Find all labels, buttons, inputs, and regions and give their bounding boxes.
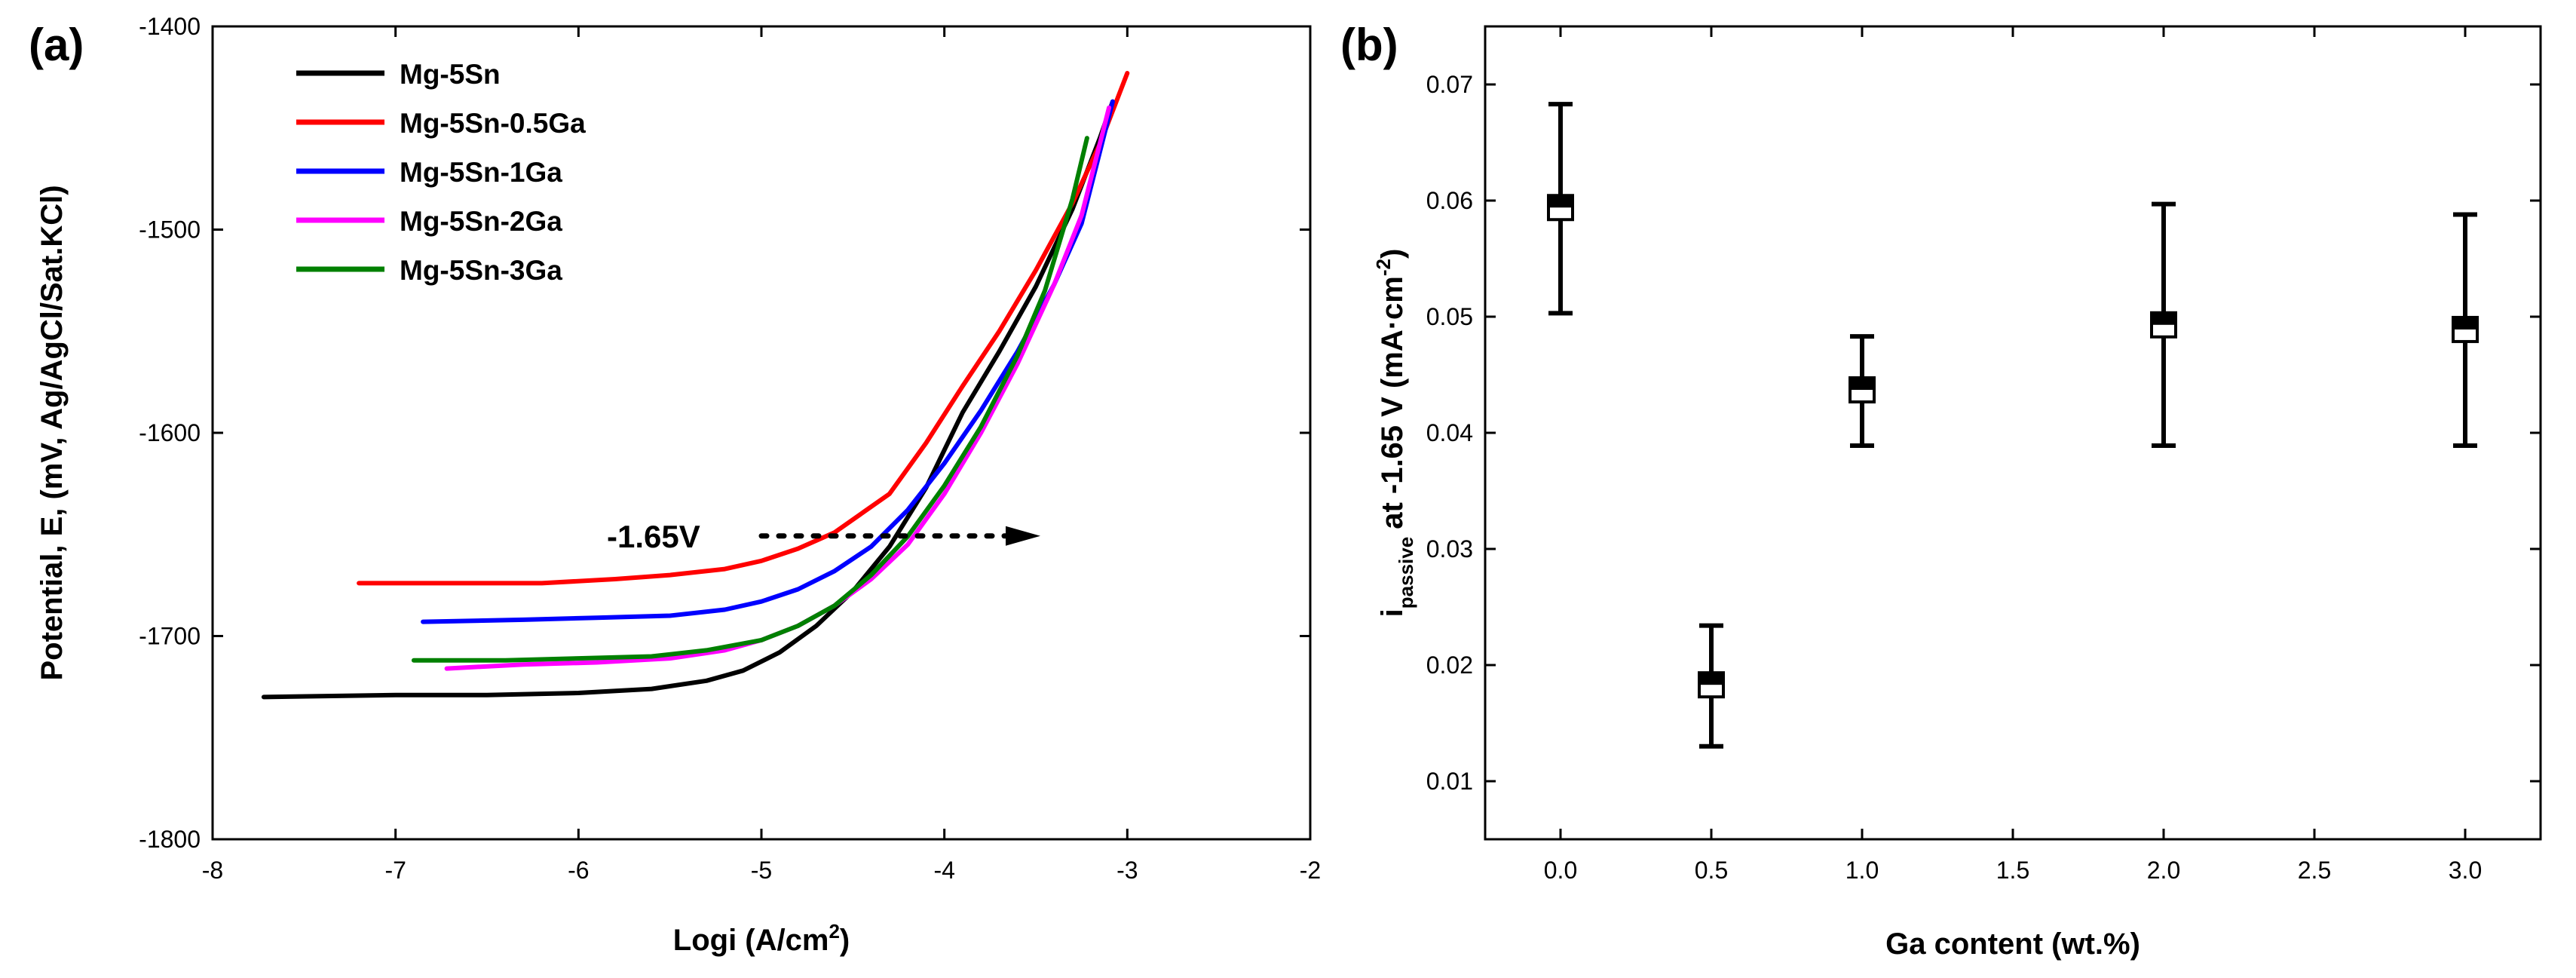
y-axis-title-b: ipassiveat -1.65 V (mA·cm-2) <box>1372 249 1417 618</box>
y-axis-title-a: Potential, E, (mV, Ag/AgCl/Sat.KCl) <box>35 185 69 680</box>
x-tick-label-b: 0.5 <box>1695 857 1728 884</box>
data-point-0 <box>1547 102 1574 316</box>
x-tick-label-a: -7 <box>384 857 406 884</box>
x-axis-title-a: Logi (A/cm2) <box>673 920 850 957</box>
x-tick-label-b: 1.0 <box>1845 857 1879 884</box>
panel-label-a: (a) <box>29 20 84 70</box>
x-tick-label-a: -2 <box>1300 857 1321 884</box>
chart-b: (b) 0.0 0.5 1.0 1.5 2.0 2.5 3.0 0.010.020.030.… <box>1340 20 2542 961</box>
legend-label-mg-5sn-3ga: Mg-5Sn-3Ga <box>400 255 562 286</box>
legend-label-mg-5sn-2ga: Mg-5Sn-2Ga <box>400 206 562 237</box>
marker-fill <box>1548 195 1573 208</box>
x-axis-b: 0.0 0.5 1.0 1.5 2.0 2.5 3.0 <box>1544 26 2482 884</box>
plot-area-b <box>1484 25 2542 841</box>
marker-fill <box>2453 317 2477 330</box>
y-axis-b: 0.01 0.02 0.03 0.04 0.05 0.06 0.07 <box>1426 71 2541 795</box>
y-tick-label-b: 0.05 <box>1426 303 1473 330</box>
x-tick-label-b: 2.0 <box>2147 857 2180 884</box>
series-line-mg-5sn-1ga <box>421 99 1115 624</box>
x-axis-a: -8 -7 -6 -5 -4 -3 -2 <box>202 26 1321 884</box>
x-tick-label-a: -5 <box>751 857 772 884</box>
y-tick-label-b: 0.06 <box>1426 187 1473 214</box>
y-tick-label-a: -1500 <box>139 216 201 244</box>
legend-label-mg-5sn-0-5ga: Mg-5Sn-0.5Ga <box>400 108 586 139</box>
series-line-mg-5sn <box>261 99 1115 700</box>
y-tick-label-b: 0.01 <box>1426 768 1473 795</box>
series-group-a <box>261 71 1130 700</box>
y-axis-a: -1800 -1700 -1600 -1500 -1400 <box>139 13 1310 853</box>
data-point-1 <box>1698 623 1725 749</box>
y-tick-label-b: 0.04 <box>1426 419 1473 446</box>
legend-label-mg-5sn: Mg-5Sn <box>400 59 501 90</box>
legend-label-mg-5sn-1ga: Mg-5Sn-1Ga <box>400 157 562 188</box>
y-tick-label-b: 0.07 <box>1426 71 1473 98</box>
x-tick-label-b: 1.5 <box>1996 857 2029 884</box>
y-tick-label-a: -1400 <box>139 13 201 40</box>
x-axis-title-b: Ga content (wt.%) <box>1885 927 2140 961</box>
x-tick-label-b: 3.0 <box>2449 857 2482 884</box>
legend-a: Mg-5Sn Mg-5Sn-0.5Ga Mg-5Sn-1Ga Mg-5Sn-2G… <box>296 59 586 286</box>
y-tick-label-a: -1700 <box>139 623 201 650</box>
data-point-4 <box>2452 212 2479 448</box>
panel-label-b: (b) <box>1340 20 1398 70</box>
x-tick-label-b: 0.0 <box>1544 857 1577 884</box>
x-tick-label-b: 2.5 <box>2298 857 2331 884</box>
y-tick-label-b: 0.02 <box>1426 651 1473 679</box>
data-point-3 <box>2150 201 2177 448</box>
points-group-b <box>1547 102 2479 749</box>
series-line-mg-5sn-0-5ga <box>357 71 1130 586</box>
marker-fill <box>1699 673 1723 685</box>
y-tick-label-b: 0.03 <box>1426 535 1473 563</box>
y-tick-label-a: -1600 <box>139 419 201 446</box>
y-tick-label-a: -1800 <box>139 826 201 853</box>
x-tick-label-a: -3 <box>1116 857 1138 884</box>
data-point-2 <box>1849 334 1876 448</box>
x-tick-label-a: -8 <box>202 857 223 884</box>
marker-fill <box>2152 312 2176 325</box>
plot-area-a <box>211 25 1312 841</box>
chart-a: (a) -8 -7 -6 -5 -4 -3 -2 -1800-1700-1600-1500-… <box>29 13 1321 957</box>
marker-fill <box>1850 378 1874 391</box>
x-tick-label-a: -6 <box>568 857 589 884</box>
x-tick-label-a: -4 <box>933 857 954 884</box>
annotation-label: -1.65V <box>607 519 700 554</box>
annotation-arrow-head <box>1006 526 1040 546</box>
series-line-mg-5sn-3ga <box>411 136 1089 663</box>
